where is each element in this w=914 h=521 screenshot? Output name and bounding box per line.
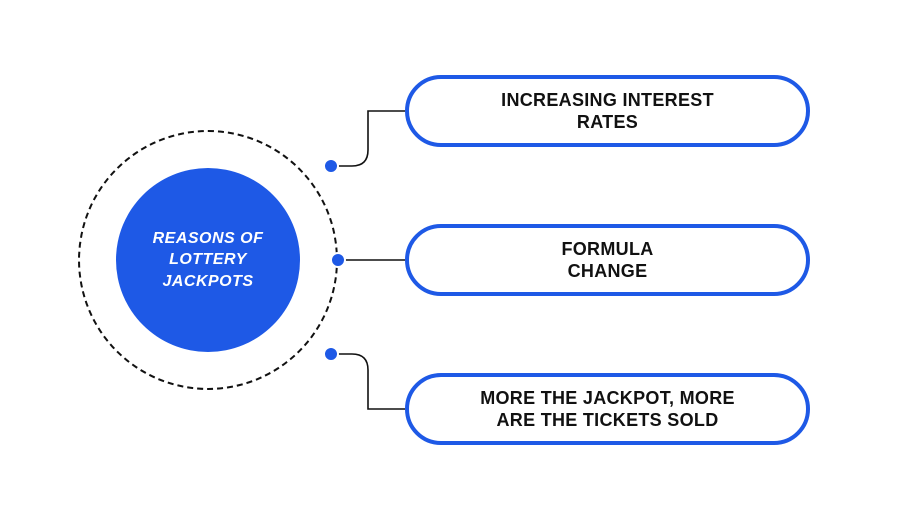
reason-pill-0: INCREASING INTEREST RATES xyxy=(405,75,810,147)
connector-dot-2 xyxy=(323,346,339,362)
reason-label-1: FORMULA CHANGE xyxy=(537,228,677,293)
center-circle: REASONS OF LOTTERY JACKPOTS xyxy=(116,168,300,352)
connector-dot-1 xyxy=(330,252,346,268)
center-label: REASONS OF LOTTERY JACKPOTS xyxy=(116,220,300,301)
reasons-diagram: REASONS OF LOTTERY JACKPOTS INCREASING I… xyxy=(0,0,914,521)
reason-label-0: INCREASING INTEREST RATES xyxy=(477,79,738,144)
reason-pill-2: MORE THE JACKPOT, MORE ARE THE TICKETS S… xyxy=(405,373,810,445)
reason-pill-1: FORMULA CHANGE xyxy=(405,224,810,296)
connector-dot-0 xyxy=(323,158,339,174)
reason-label-2: MORE THE JACKPOT, MORE ARE THE TICKETS S… xyxy=(456,377,759,442)
connector-path-0 xyxy=(331,111,405,166)
connector-path-2 xyxy=(331,354,405,409)
